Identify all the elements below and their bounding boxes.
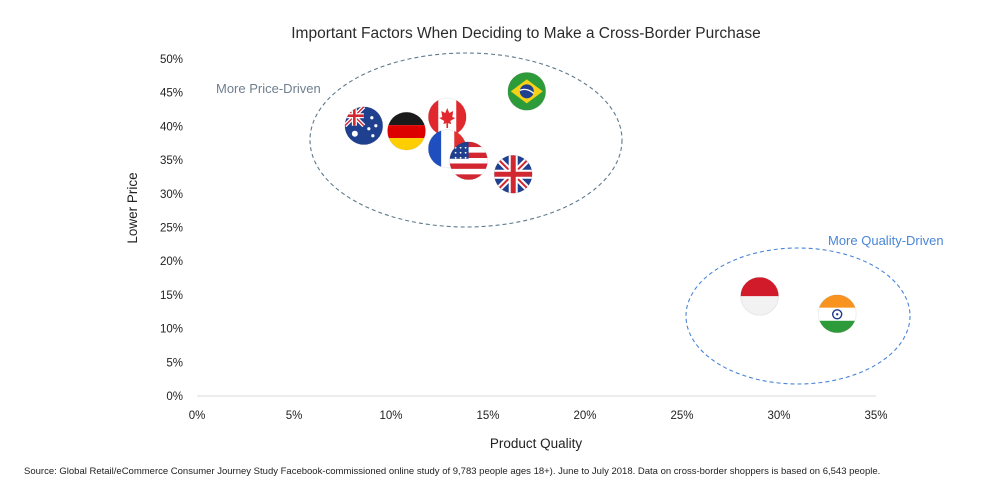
x-axis-label: Product Quality: [490, 436, 583, 451]
canada-flag-point: [427, 97, 467, 137]
data-points: [344, 71, 857, 334]
price-driven-cluster-ellipse: [309, 52, 623, 228]
y-axis-ticks: 0% 5% 10% 15% 20% 25% 30% 35% 40% 45% 50%: [160, 54, 183, 403]
y-tick-label: 35%: [160, 155, 183, 167]
y-tick-label: 50%: [160, 54, 183, 66]
y-axis-label: Lower Price: [125, 172, 140, 243]
x-tick-label: 5%: [286, 410, 303, 422]
y-tick-label: 30%: [160, 189, 183, 201]
x-tick-label: 35%: [864, 410, 887, 422]
y-tick-label: 15%: [160, 290, 183, 302]
chart-title: Important Factors When Deciding to Make …: [291, 25, 761, 42]
australia-flag-point: [344, 106, 384, 146]
y-tick-label: 25%: [160, 223, 183, 235]
price-driven-label: More Price-Driven: [216, 81, 321, 96]
usa-flag-point: [449, 141, 489, 181]
y-tick-label: 40%: [160, 121, 183, 133]
uk-flag-point: [493, 154, 533, 194]
y-tick-label: 45%: [160, 88, 183, 100]
x-tick-label: 0%: [189, 410, 206, 422]
source-note: Source: Global Retail/eCommerce Consumer…: [24, 466, 880, 477]
y-tick-label: 5%: [166, 357, 183, 369]
india-flag-point: [817, 294, 857, 334]
y-tick-label: 0%: [166, 391, 183, 403]
x-axis-ticks: 0% 5% 10% 15% 20% 25% 30% 35%: [189, 410, 888, 422]
indonesia-flag-point: [740, 276, 779, 316]
x-tick-label: 20%: [573, 410, 596, 422]
quality-driven-label: More Quality-Driven: [828, 233, 944, 248]
germany-flag-point: [387, 111, 426, 151]
x-tick-label: 30%: [767, 410, 790, 422]
x-tick-label: 15%: [476, 410, 499, 422]
x-tick-label: 25%: [670, 410, 693, 422]
brazil-flag-point: [507, 71, 547, 111]
y-tick-label: 10%: [160, 324, 183, 336]
quality-driven-cluster-ellipse: [685, 247, 911, 385]
x-tick-label: 10%: [379, 410, 402, 422]
y-tick-label: 20%: [160, 256, 183, 268]
